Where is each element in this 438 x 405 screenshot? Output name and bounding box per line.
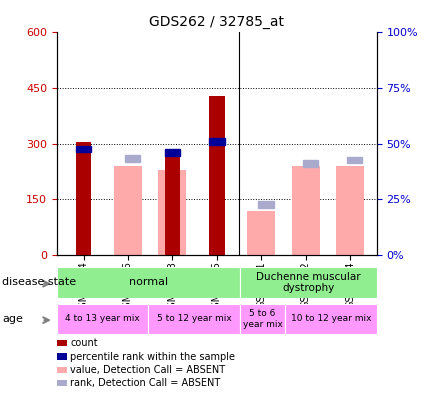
Bar [258, 201, 274, 208]
Text: 5 to 6
year mix: 5 to 6 year mix [243, 309, 283, 328]
Text: age: age [2, 314, 23, 324]
Text: 4 to 13 year mix: 4 to 13 year mix [65, 314, 140, 324]
Text: 5 to 12 year mix: 5 to 12 year mix [157, 314, 231, 324]
Text: percentile rank within the sample: percentile rank within the sample [70, 352, 235, 362]
Bar [114, 166, 142, 255]
Text: value, Detection Call = ABSENT: value, Detection Call = ABSENT [70, 365, 225, 375]
Bar [76, 146, 92, 152]
Title: GDS262 / 32785_at: GDS262 / 32785_at [149, 15, 284, 29]
Text: disease state: disease state [2, 277, 76, 287]
Bar [240, 304, 285, 334]
Bar [165, 151, 180, 255]
Bar [285, 304, 377, 334]
Text: 10 to 12 year mix: 10 to 12 year mix [291, 314, 371, 324]
Bar [76, 142, 92, 255]
Bar [303, 160, 318, 167]
Text: count: count [70, 338, 98, 348]
Bar [159, 170, 187, 255]
Text: normal: normal [129, 277, 168, 288]
Bar [57, 267, 240, 298]
Bar [292, 166, 320, 255]
Bar [57, 304, 148, 334]
Bar [347, 157, 363, 164]
Bar [247, 211, 275, 255]
Bar [336, 166, 364, 255]
Bar [125, 155, 141, 162]
Text: rank, Detection Call = ABSENT: rank, Detection Call = ABSENT [70, 378, 220, 388]
Bar [209, 138, 225, 145]
Bar [240, 267, 377, 298]
Bar [165, 149, 180, 156]
Bar [148, 304, 240, 334]
Bar [209, 96, 225, 255]
Text: Duchenne muscular
dystrophy: Duchenne muscular dystrophy [256, 272, 360, 293]
